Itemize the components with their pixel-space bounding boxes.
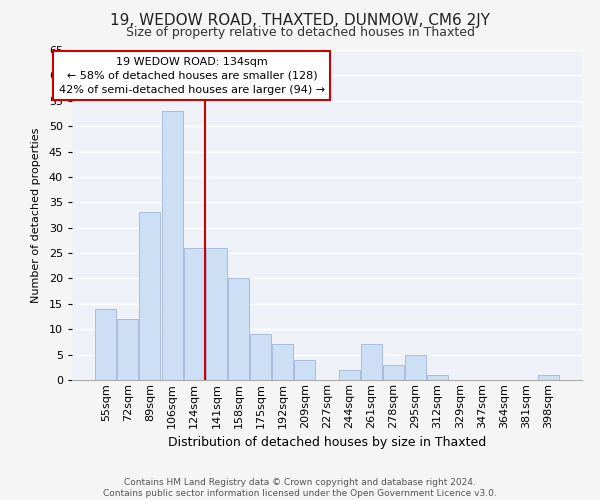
Text: Contains HM Land Registry data © Crown copyright and database right 2024.
Contai: Contains HM Land Registry data © Crown c… bbox=[103, 478, 497, 498]
Bar bbox=[250, 334, 271, 380]
Bar bbox=[228, 278, 249, 380]
Bar bbox=[161, 111, 182, 380]
Text: 19, WEDOW ROAD, THAXTED, DUNMOW, CM6 2JY: 19, WEDOW ROAD, THAXTED, DUNMOW, CM6 2JY bbox=[110, 12, 490, 28]
Bar bbox=[118, 319, 139, 380]
Bar bbox=[383, 365, 404, 380]
Bar bbox=[184, 248, 205, 380]
Bar bbox=[405, 354, 426, 380]
Bar bbox=[427, 375, 448, 380]
Bar bbox=[295, 360, 316, 380]
Bar bbox=[206, 248, 227, 380]
Bar bbox=[139, 212, 160, 380]
Text: Size of property relative to detached houses in Thaxted: Size of property relative to detached ho… bbox=[125, 26, 475, 39]
Bar bbox=[538, 375, 559, 380]
X-axis label: Distribution of detached houses by size in Thaxted: Distribution of detached houses by size … bbox=[168, 436, 486, 449]
Bar bbox=[272, 344, 293, 380]
Y-axis label: Number of detached properties: Number of detached properties bbox=[31, 128, 41, 302]
Text: 19 WEDOW ROAD: 134sqm
← 58% of detached houses are smaller (128)
42% of semi-det: 19 WEDOW ROAD: 134sqm ← 58% of detached … bbox=[59, 56, 325, 94]
Bar bbox=[95, 309, 116, 380]
Bar bbox=[361, 344, 382, 380]
Bar bbox=[338, 370, 359, 380]
